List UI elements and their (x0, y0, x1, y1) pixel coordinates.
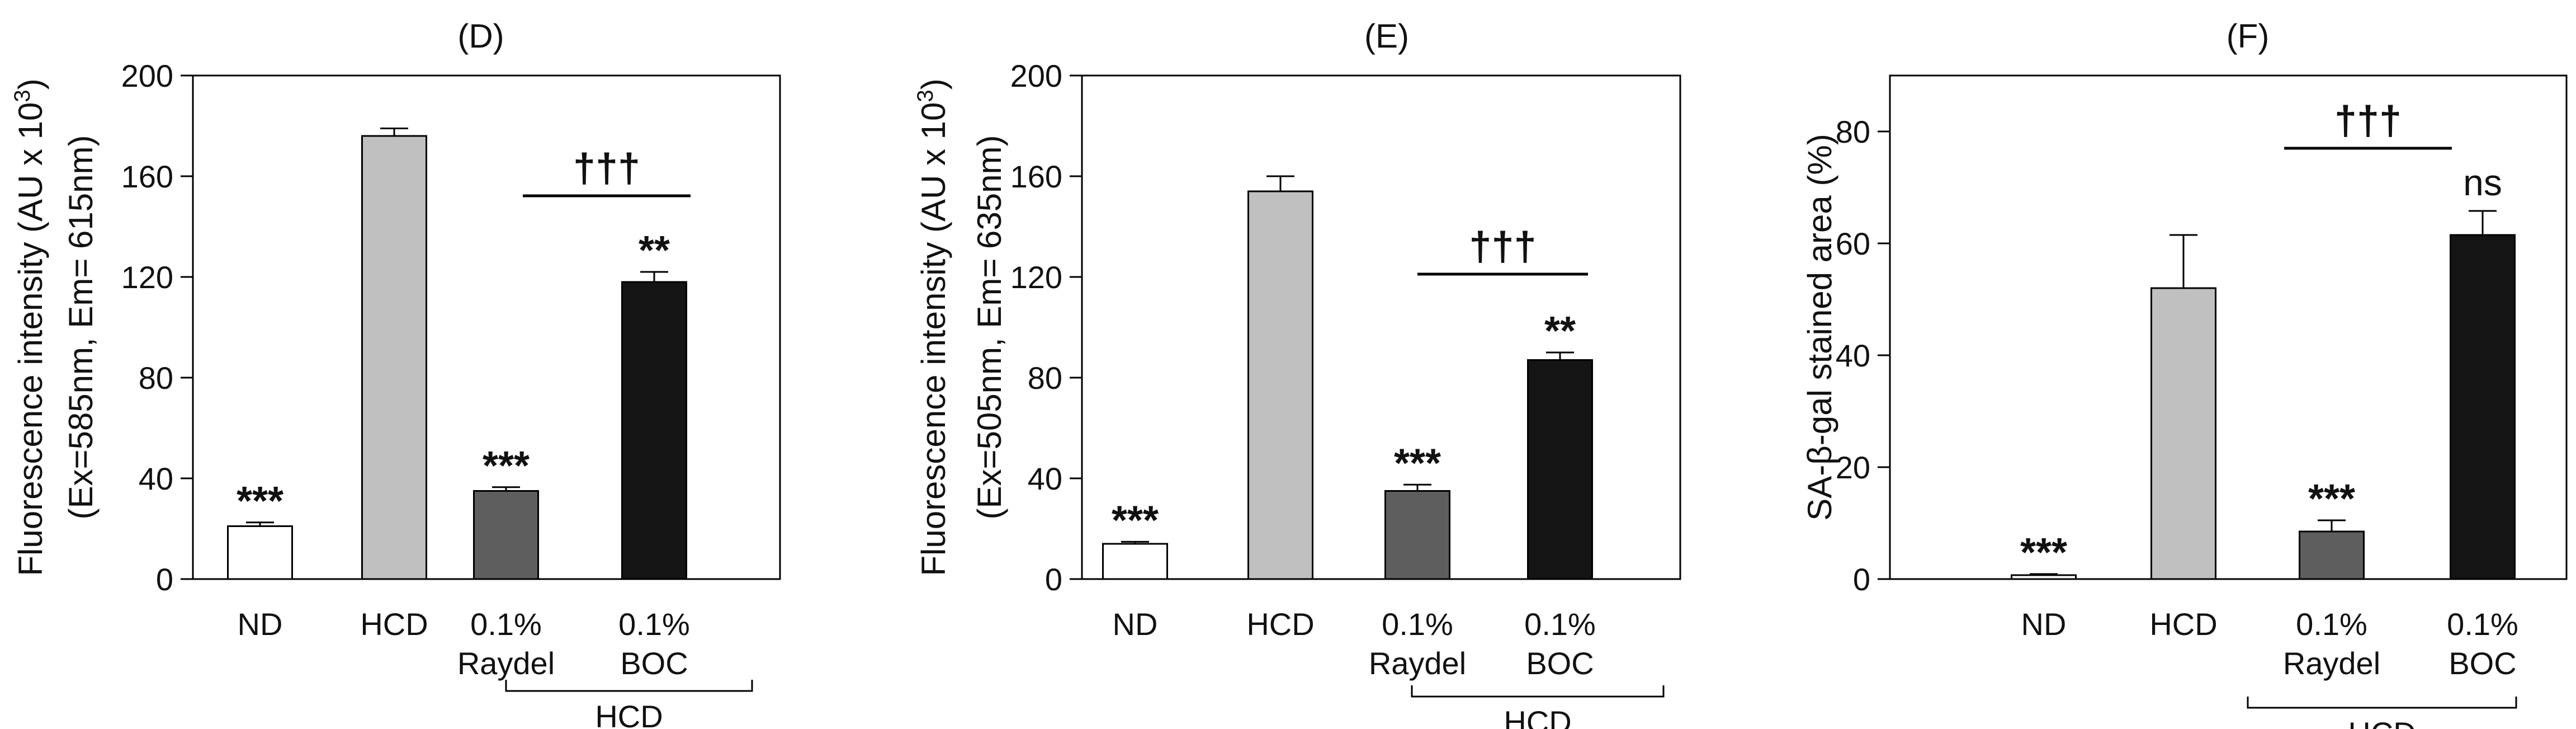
panel-title: (F) (2227, 17, 2270, 55)
plot-frame (1081, 74, 1681, 580)
x-category-label: ND (1113, 606, 1158, 642)
x-category-label: 0.1% (470, 606, 542, 642)
x-category-label: 0.1% (618, 606, 690, 642)
bar (227, 525, 293, 580)
y-axis-label: SA-β-gal stained area (%) (1801, 134, 1838, 520)
y-tick-label: 160 (1010, 159, 1062, 194)
y-axis-label: Fluorescence intensity (AU x 103) (10, 78, 49, 576)
comparison-label: ††† (573, 146, 640, 191)
x-category-sublabel: BOC (620, 646, 688, 681)
bar (1247, 190, 1313, 580)
x-category-label: ND (2021, 606, 2067, 642)
x-category-label: 0.1% (1524, 606, 1596, 642)
y-tick-label: 20 (1836, 450, 1870, 485)
bar (361, 135, 427, 580)
significance-marker: *** (1112, 498, 1159, 543)
x-category-sublabel: Raydel (1369, 646, 1466, 681)
significance-marker: *** (2020, 530, 2067, 575)
significance-marker: ns (2463, 162, 2502, 203)
y-tick-label: 0 (156, 562, 173, 597)
y-axis-label-line2: (Ex=585nm, Em= 615nm) (62, 135, 100, 520)
group-bracket (505, 680, 753, 692)
x-category-label: 0.1% (2447, 606, 2518, 642)
y-tick-label: 160 (121, 159, 173, 194)
comparison-label: ††† (2334, 98, 2402, 143)
bar (1102, 543, 1168, 580)
x-category-label: HCD (2149, 606, 2217, 642)
y-axis-label-line2: (Ex=505nm, Em= 635nm) (971, 135, 1008, 520)
y-axis-label-close: ) (915, 78, 952, 90)
comparison-label: ††† (1469, 224, 1536, 269)
x-category-label: ND (238, 606, 283, 642)
y-tick-label: 0 (1045, 562, 1062, 597)
group-bracket (2247, 697, 2517, 709)
y-tick-label: 120 (1010, 260, 1062, 295)
chart-panel-1: (D) 0 40 80 120 160 200 Fluorescence intensity … (10, 17, 781, 729)
x-category-label: HCD (1246, 606, 1314, 642)
panel-title: (E) (1364, 17, 1409, 55)
y-tick-label: 40 (1028, 461, 1062, 496)
chart-panel-2: (E) 0 40 80 120 160 200 Fluorescence intensity … (913, 17, 1681, 729)
y-tick-label: 200 (1010, 58, 1062, 93)
y-tick-label: 80 (139, 360, 173, 396)
group-bracket (1411, 685, 1665, 698)
y-tick-label: 40 (139, 461, 173, 496)
y-axis-label-superscript: 3 (10, 90, 35, 102)
significance-marker: ** (639, 228, 670, 273)
y-tick-label: 60 (1836, 226, 1870, 261)
x-category-sublabel: BOC (1526, 646, 1594, 681)
bar (1527, 359, 1593, 580)
bar (2150, 287, 2216, 580)
bar (473, 490, 539, 580)
y-axis-label-main: Fluorescence intensity (AU x 10 (12, 102, 49, 576)
y-axis-label: Fluorescence intensity (AU x 103) (913, 78, 952, 576)
bar (2011, 574, 2077, 580)
significance-marker: ** (1544, 309, 1576, 354)
y-tick-label: 40 (1836, 338, 1870, 373)
y-tick-label: 0 (1853, 562, 1870, 597)
x-category-label: 0.1% (1382, 606, 1453, 642)
group-label: HCD (2348, 716, 2416, 729)
bar (2299, 530, 2365, 580)
y-tick-label: 120 (121, 260, 173, 295)
significance-marker: *** (237, 479, 283, 524)
y-axis-label-close: ) (12, 78, 49, 90)
y-axis-label-superscript: 3 (913, 90, 938, 102)
y-axis-label-main: SA-β-gal stained area (%) (1801, 134, 1838, 520)
bar (2450, 234, 2516, 580)
panel-title: (D) (457, 17, 504, 55)
significance-marker: *** (483, 444, 530, 488)
x-category-label: HCD (360, 606, 428, 642)
significance-marker: *** (1394, 441, 1441, 486)
y-tick-label: 200 (121, 58, 173, 93)
x-category-sublabel: Raydel (457, 646, 555, 681)
y-tick-label: 80 (1836, 114, 1870, 149)
x-category-sublabel: BOC (2449, 646, 2516, 681)
significance-marker: *** (2308, 477, 2355, 521)
x-category-sublabel: Raydel (2283, 646, 2380, 681)
bar (1384, 490, 1450, 580)
y-axis-label-main: Fluorescence intensity (AU x 10 (915, 102, 952, 576)
y-tick-label: 80 (1028, 360, 1062, 396)
plot-frame (1889, 74, 2568, 580)
group-label: HCD (595, 699, 663, 729)
bar (621, 281, 687, 580)
x-category-label: 0.1% (2296, 606, 2367, 642)
group-label: HCD (1504, 704, 1571, 729)
